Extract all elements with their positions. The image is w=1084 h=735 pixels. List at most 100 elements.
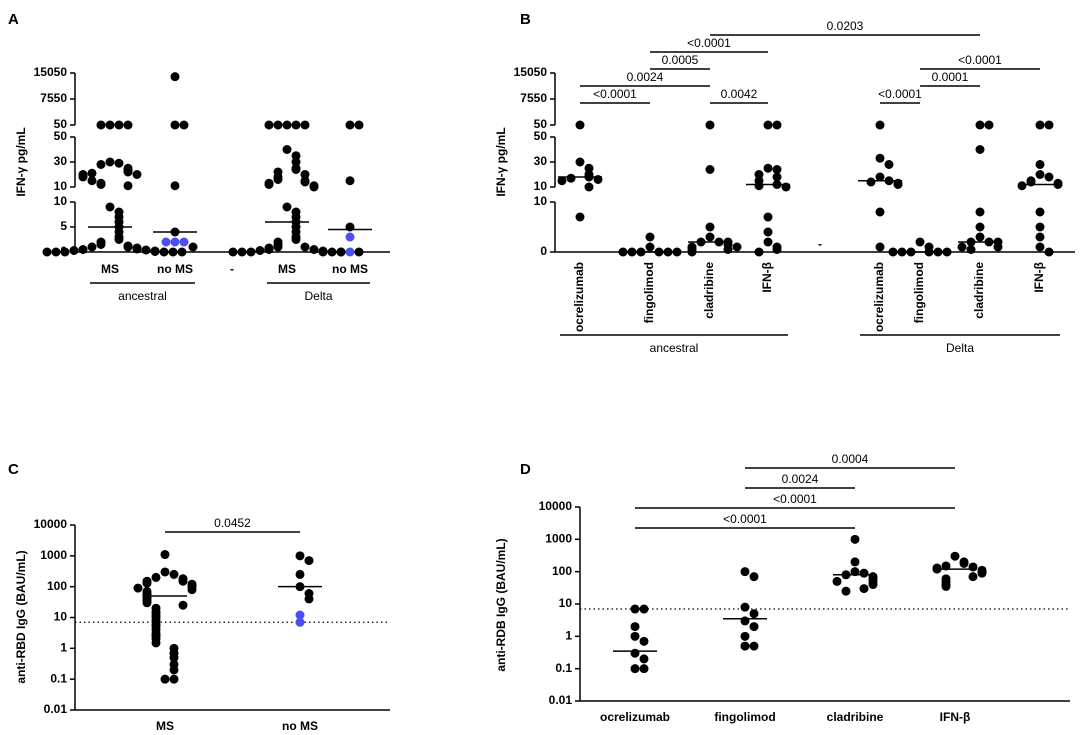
x-tick-label: cladribine xyxy=(972,262,986,319)
p-value: <0.0001 xyxy=(773,492,817,506)
data-point xyxy=(645,232,655,242)
data-point xyxy=(354,120,364,130)
data-point xyxy=(282,202,292,212)
data-point xyxy=(630,648,640,658)
data-point xyxy=(345,120,355,130)
data-point xyxy=(105,157,115,167)
data-point xyxy=(754,247,764,257)
data-point xyxy=(78,245,88,254)
data-point xyxy=(96,160,106,169)
x-tick-label: MS xyxy=(278,262,296,276)
data-point xyxy=(177,247,187,257)
data-point xyxy=(975,145,985,154)
data-point xyxy=(304,556,314,566)
data-point xyxy=(188,242,198,252)
data-point xyxy=(966,245,976,254)
data-point xyxy=(170,237,180,247)
p-value: 0.0452 xyxy=(214,516,251,530)
data-point xyxy=(993,242,1003,252)
data-point xyxy=(123,120,133,130)
data-point xyxy=(170,181,180,191)
data-point xyxy=(354,247,364,257)
y-tick-label: 7550 xyxy=(520,91,547,105)
y-tick-label: 50 xyxy=(54,117,68,131)
data-point xyxy=(142,578,152,588)
data-point xyxy=(968,572,978,582)
y-tick-label: 50 xyxy=(54,129,68,143)
data-point xyxy=(264,245,274,254)
y-tick-label: 50 xyxy=(534,129,548,143)
data-point xyxy=(875,120,885,130)
y-tick-label: 0.1 xyxy=(555,661,572,675)
data-point xyxy=(132,244,142,254)
y-tick-label: 10000 xyxy=(539,499,573,513)
data-point xyxy=(575,157,585,167)
data-point xyxy=(264,180,274,189)
data-point xyxy=(295,617,305,627)
data-point xyxy=(169,569,179,579)
data-point xyxy=(884,160,894,169)
y-axis-label: IFN-γ pg/mL xyxy=(494,127,508,196)
data-point xyxy=(975,232,985,242)
data-point xyxy=(159,247,169,257)
data-point xyxy=(630,604,640,614)
data-point xyxy=(875,242,885,252)
data-point xyxy=(264,120,274,130)
data-point xyxy=(336,247,346,257)
x-tick-label: no MS xyxy=(332,262,368,276)
y-tick-label: 7550 xyxy=(40,91,67,105)
x-tick-label: no MS xyxy=(282,719,318,733)
x-tick-label: MS xyxy=(101,262,119,276)
data-point xyxy=(1017,181,1027,191)
data-point xyxy=(96,120,106,130)
data-point xyxy=(832,576,842,586)
data-point xyxy=(187,585,197,595)
data-point xyxy=(105,202,115,212)
data-point xyxy=(87,242,97,252)
data-point xyxy=(772,120,782,130)
p-value: 0.0024 xyxy=(627,70,664,84)
data-point xyxy=(160,674,170,684)
data-point xyxy=(142,598,152,608)
data-point xyxy=(169,653,179,663)
y-tick-label: 1 xyxy=(60,641,67,655)
data-point xyxy=(304,594,314,604)
data-point xyxy=(170,72,180,82)
data-point xyxy=(60,247,70,257)
data-point xyxy=(639,604,649,614)
data-point xyxy=(179,120,189,130)
data-point xyxy=(309,245,319,254)
y-tick-label: 0 xyxy=(540,244,547,258)
data-point xyxy=(893,180,903,189)
x-tick-label: - xyxy=(818,237,822,251)
data-point xyxy=(941,581,951,591)
data-point xyxy=(763,212,773,222)
data-point xyxy=(754,170,764,179)
x-tick-label: cladribine xyxy=(702,262,716,319)
data-point xyxy=(859,584,869,594)
data-point xyxy=(1044,247,1054,257)
data-point xyxy=(1044,172,1054,182)
data-point xyxy=(841,586,851,596)
data-point xyxy=(133,583,143,593)
p-value: <0.0001 xyxy=(958,53,1002,67)
y-tick-label: 10 xyxy=(559,596,573,610)
data-point xyxy=(749,572,759,582)
x-tick-label: IFN-β xyxy=(940,710,971,724)
panel-letter: D xyxy=(520,461,531,478)
data-point xyxy=(132,170,142,179)
data-point xyxy=(169,674,179,684)
group-label: Delta xyxy=(304,289,332,303)
p-value: <0.0001 xyxy=(878,87,922,101)
data-point xyxy=(123,242,133,252)
data-point xyxy=(584,163,594,173)
data-point xyxy=(850,567,860,577)
data-point xyxy=(975,120,985,130)
y-tick-label: 10 xyxy=(534,179,548,193)
panel-letter: A xyxy=(8,11,19,28)
y-tick-label: 10 xyxy=(54,194,68,208)
y-tick-label: 10 xyxy=(54,179,68,193)
data-point xyxy=(859,568,869,578)
data-point xyxy=(169,665,179,675)
data-point xyxy=(749,641,759,651)
